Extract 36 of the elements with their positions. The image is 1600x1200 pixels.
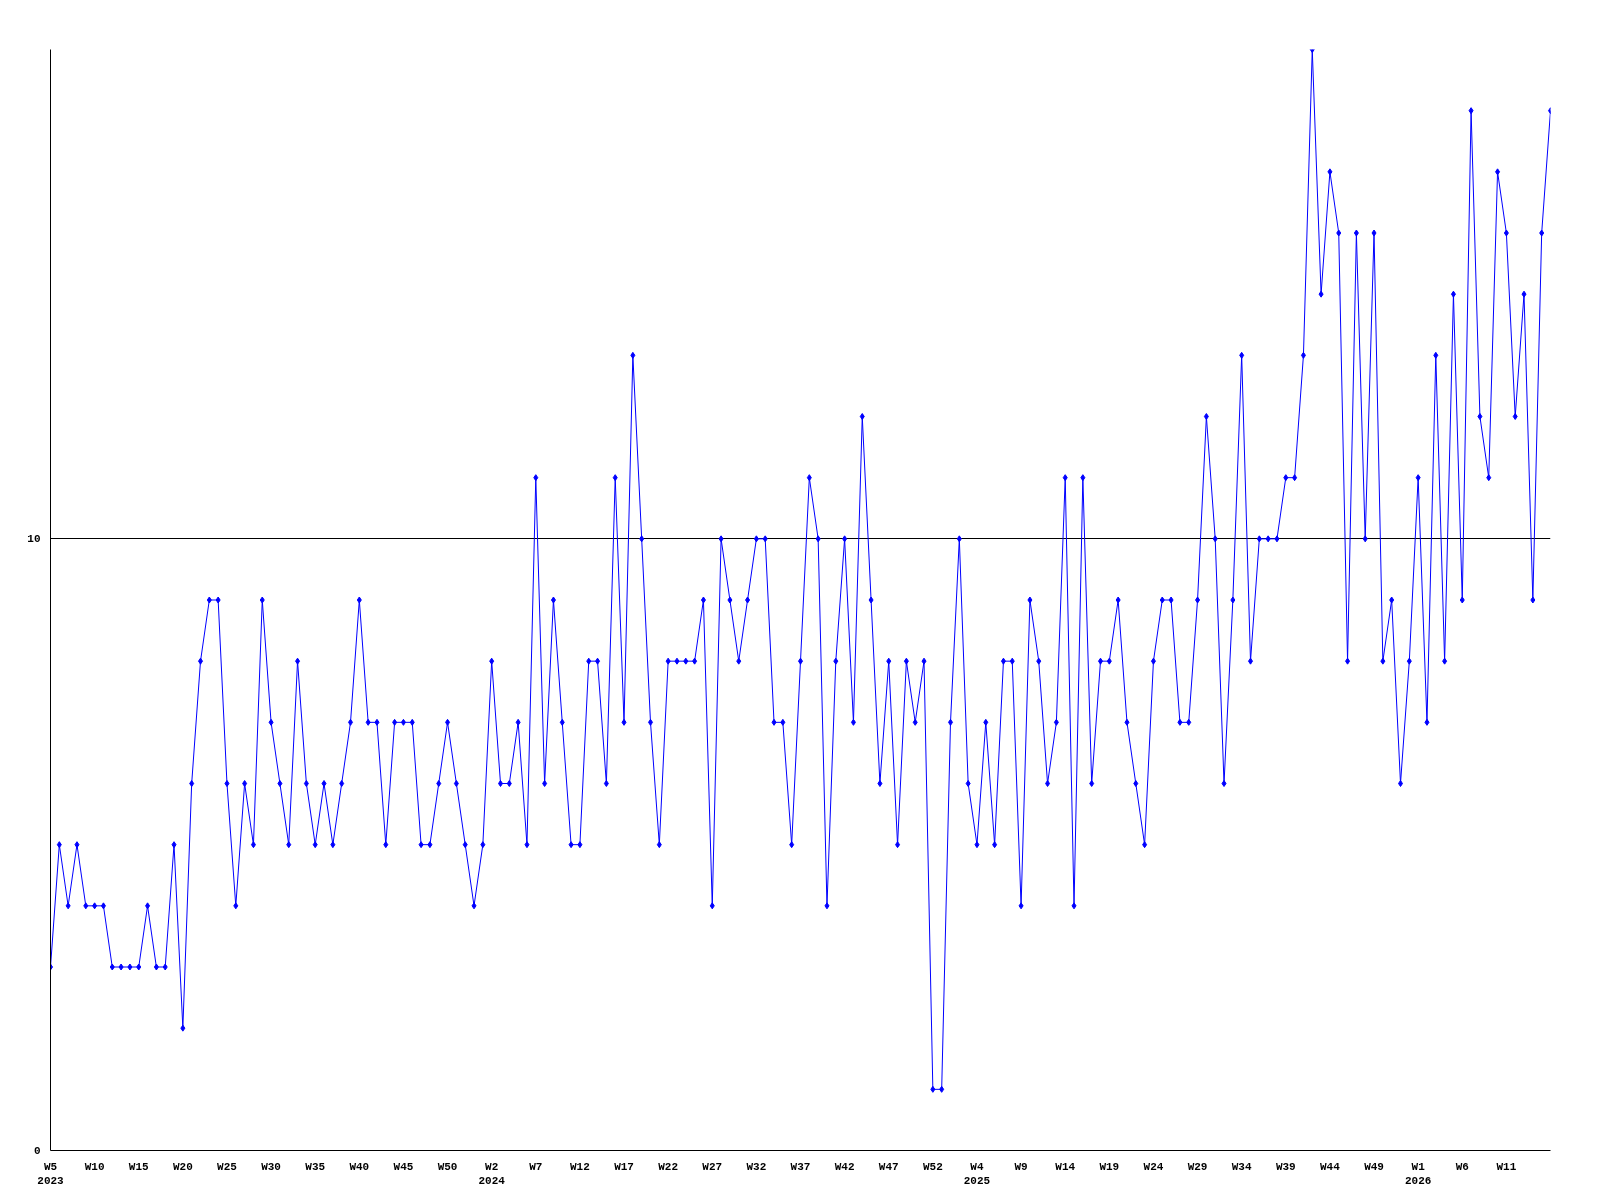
- x-tick-label: W15: [128, 1160, 150, 1173]
- x-tick-label: W9: [1014, 1160, 1028, 1173]
- x-tick-label: W7: [529, 1160, 543, 1173]
- x-tick-label: W19: [1099, 1160, 1120, 1173]
- x-tick-label: W5 2023: [37, 1160, 65, 1187]
- x-tick-label: W34: [1231, 1160, 1252, 1173]
- x-tick-label: W11: [1496, 1160, 1517, 1173]
- x-tick-label: W49: [1364, 1160, 1384, 1173]
- x-tick-label: W32: [746, 1160, 767, 1173]
- x-tick-label: W47: [878, 1160, 899, 1173]
- y-tick-label: 10: [27, 533, 41, 546]
- x-tick-label: W37: [790, 1160, 811, 1173]
- x-tick-label: W30: [261, 1160, 281, 1173]
- x-tick-label: W10: [84, 1160, 105, 1173]
- x-tick-label: W44: [1320, 1160, 1341, 1173]
- x-tick-label: W35: [305, 1160, 326, 1173]
- x-tick-label: W50: [437, 1160, 458, 1173]
- x-tick-label: W2 2024: [478, 1160, 506, 1187]
- x-tick-label: W4 2025: [963, 1160, 991, 1187]
- x-tick-label: W22: [658, 1160, 679, 1173]
- x-tick-label: W27: [702, 1160, 723, 1173]
- x-tick-label: W42: [834, 1160, 855, 1173]
- x-tick-label: W1 2026: [1404, 1160, 1432, 1187]
- x-tick-label: W29: [1187, 1160, 1208, 1173]
- x-tick-label: W52: [922, 1160, 943, 1173]
- x-tick-label: W6: [1455, 1160, 1469, 1173]
- x-tick-label: W45: [393, 1160, 414, 1173]
- x-tick-label: W40: [349, 1160, 370, 1173]
- x-tick-label: W39: [1275, 1160, 1296, 1173]
- x-tick-label: W24: [1143, 1160, 1164, 1173]
- x-tick-label: W25: [217, 1160, 238, 1173]
- x-tick-label: W12: [570, 1160, 590, 1173]
- x-tick-label: W20: [172, 1160, 193, 1173]
- y-tick-label: 0: [33, 1145, 41, 1157]
- x-tick-label: W17: [614, 1160, 634, 1173]
- x-tick-label: W14: [1055, 1160, 1076, 1173]
